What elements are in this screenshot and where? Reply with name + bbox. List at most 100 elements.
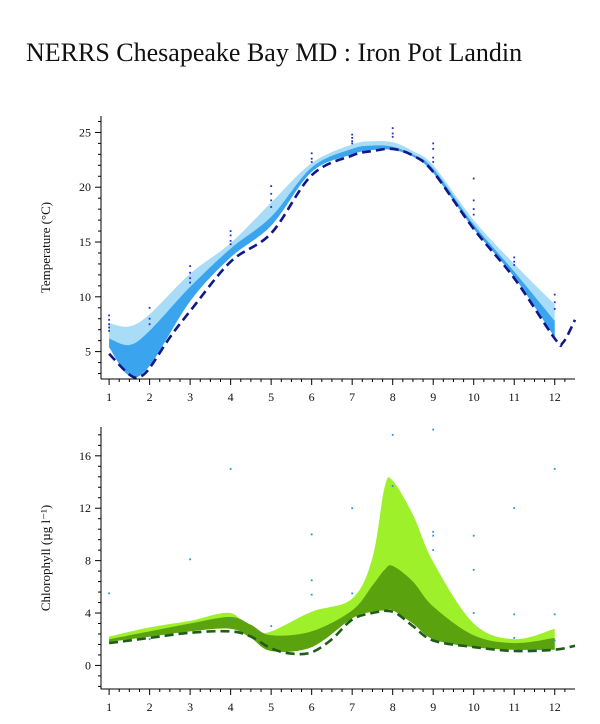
temp-x-tick-label: 4 — [228, 390, 234, 404]
temp-x-tick-label: 7 — [349, 390, 355, 404]
chl-x-tick-label: 3 — [187, 700, 193, 714]
temp-data-point — [108, 329, 110, 332]
temp-data-point — [472, 213, 475, 216]
temp-data-point — [351, 137, 354, 139]
chl-x-tick-label: 1 — [106, 700, 112, 714]
chl-data-point — [432, 534, 435, 537]
chl-data-point — [270, 625, 273, 627]
temp-data-point — [553, 308, 556, 310]
temp-data-point — [148, 323, 151, 326]
chl-x-tick-label: 12 — [549, 700, 561, 714]
chl-data-point — [108, 592, 110, 595]
temp-data-point — [472, 208, 475, 210]
temp-data-point — [310, 157, 313, 160]
chl-x-tick-label: 5 — [268, 700, 274, 714]
chl-y-axis-title: Chlorophyll (µg l⁻¹) — [38, 505, 53, 611]
temp-data-point — [472, 199, 475, 202]
chl-data-point — [553, 613, 556, 616]
temp-data-point — [351, 133, 354, 136]
chl-data-point — [513, 613, 516, 616]
chl-data-point — [472, 612, 475, 614]
temp-inner-band — [109, 145, 555, 378]
temp-data-point — [432, 161, 435, 163]
chl-x-tick-label: 9 — [430, 700, 436, 714]
temp-data-point — [229, 243, 232, 246]
temp-y-tick-label: 25 — [79, 125, 91, 139]
temp-data-point — [189, 277, 191, 280]
chl-x-tick-label: 2 — [147, 700, 153, 714]
temp-x-tick-label: 1 — [106, 390, 112, 404]
chl-data-point — [391, 485, 394, 487]
chl-outer-band — [109, 477, 555, 652]
chl-data-point — [553, 639, 556, 642]
temp-y-tick-label: 15 — [79, 235, 91, 249]
temp-data-point — [432, 156, 435, 159]
temp-data-point — [148, 306, 151, 309]
chl-y-tick-label: 12 — [79, 501, 91, 515]
chl-x-tick-label: 10 — [468, 700, 480, 714]
chl-x-tick-label: 6 — [309, 700, 315, 714]
chl-data-point — [310, 593, 313, 596]
temp-data-point — [189, 271, 191, 274]
temp-data-point — [229, 234, 232, 237]
temp-data-point — [148, 317, 151, 320]
temp-data-point — [351, 142, 354, 145]
chl-x-tick-label: 4 — [228, 700, 234, 714]
temp-data-point — [229, 230, 232, 232]
chl-plot-area — [109, 477, 555, 652]
temp-data-point — [391, 132, 394, 135]
chl-data-point — [513, 507, 516, 510]
chl-data-point — [229, 618, 232, 621]
temp-x-tick-label: 5 — [268, 390, 274, 404]
temp-x-tick-label: 6 — [309, 390, 315, 404]
chl-data-point — [391, 434, 394, 436]
chl-data-point — [432, 549, 435, 551]
temp-data-point — [108, 318, 110, 321]
chl-x-tick-label: 7 — [349, 700, 355, 714]
chl-y-tick-label: 8 — [85, 554, 91, 568]
temp-y-tick-label: 10 — [79, 290, 91, 304]
chl-data-point — [513, 637, 516, 639]
chl-y-tick-label: 0 — [85, 658, 91, 672]
chl-data-point — [148, 638, 151, 641]
temp-data-point — [553, 301, 556, 304]
chl-data-point — [472, 534, 475, 537]
chl-y-tick-label: 4 — [85, 606, 91, 620]
temp-x-tick-label: 12 — [549, 390, 561, 404]
chl-inner-band — [109, 565, 555, 652]
chl-data-point — [472, 568, 475, 571]
chl-data-point — [189, 558, 191, 561]
temp-data-point — [391, 127, 394, 129]
temp-x-tick-label: 10 — [468, 390, 480, 404]
temp-data-point — [270, 185, 273, 187]
temp-data-point — [432, 142, 435, 145]
chl-data-point — [432, 428, 435, 431]
temp-data-point — [310, 152, 313, 155]
temp-data-point — [472, 177, 475, 180]
temp-data-point — [513, 264, 516, 266]
temp-y-tick-label: 20 — [79, 180, 91, 194]
temp-data-point — [270, 206, 273, 208]
chl-x-tick-label: 8 — [390, 700, 396, 714]
temp-data-point — [108, 314, 110, 317]
temp-data-point — [351, 140, 354, 143]
temp-data-point — [391, 135, 394, 138]
chl-data-point — [310, 579, 313, 582]
temp-median-line — [108, 147, 577, 379]
temp-outer-band — [109, 140, 555, 378]
chl-x-tick-label: 11 — [508, 700, 520, 714]
temp-x-tick-label: 9 — [430, 390, 436, 404]
temp-data-point — [513, 260, 516, 263]
chl-data-point — [553, 468, 556, 470]
temp-data-point — [270, 199, 273, 202]
chl-median-line — [108, 609, 576, 656]
chl-data-point — [229, 468, 232, 470]
temp-data-point — [310, 161, 313, 163]
temp-data-point — [108, 323, 110, 326]
temp-data-point — [229, 240, 232, 242]
temp-data-point — [189, 265, 191, 267]
page-title: NERRS Chesapeake Bay MD : Iron Pot Landi… — [26, 38, 523, 67]
